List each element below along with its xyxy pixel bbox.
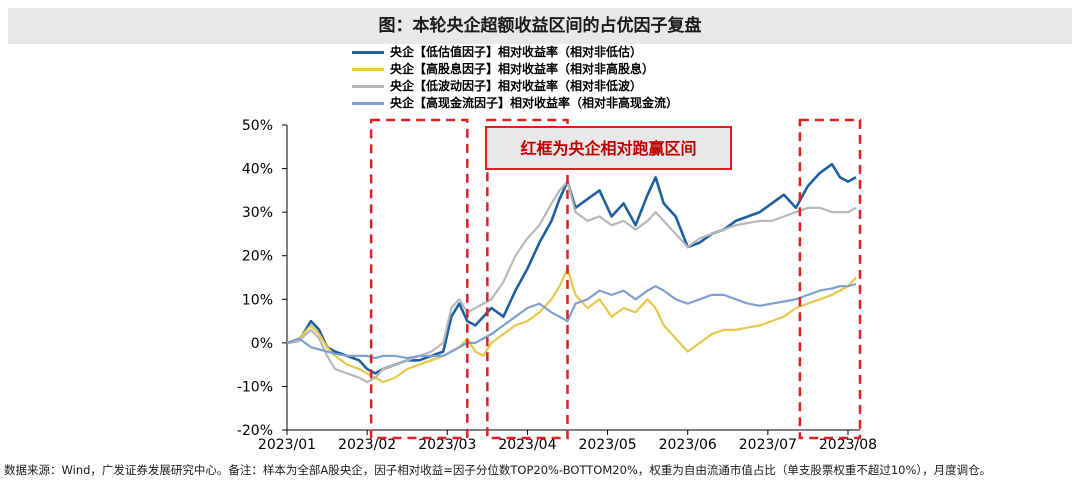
legend-item-1: 央企【低估值因子】相对收益率（相对非低估）: [352, 44, 822, 61]
x-tick-label: 2023/08: [819, 437, 877, 453]
legend-swatch: [352, 85, 384, 88]
x-tick-label: 2023/03: [418, 437, 476, 453]
highlight-box-1: [369, 118, 469, 440]
x-tick-label: 2023/01: [258, 437, 316, 453]
legend-swatch: [352, 68, 384, 71]
legend-label: 央企【高股息因子】相对收益率（相对非高股息）: [390, 62, 655, 76]
x-tick-label: 2023/04: [498, 437, 556, 453]
y-tick-label: -10%: [237, 379, 273, 395]
legend-label: 央企【低波动因子】相对收益率（相对非低波）: [390, 79, 643, 93]
series-line-1: [286, 162, 857, 375]
y-tick-label: 40%: [242, 162, 273, 178]
legend-item-2: 央企【高股息因子】相对收益率（相对非高股息）: [352, 61, 822, 78]
legend-swatch: [352, 51, 384, 54]
legend-item-4: 央企【高现金流因子】相对收益率（相对非高现金流）: [352, 95, 822, 112]
footnote: 数据来源：Wind，广发证券发展研究中心。备注：样本为全部A股央企，因子相对收益…: [4, 463, 992, 477]
legend-label: 央企【高现金流因子】相对收益率（相对非高现金流）: [390, 96, 679, 110]
legend-item-3: 央企【低波动因子】相对收益率（相对非低波）: [352, 78, 822, 95]
highlight-box-3: [798, 118, 862, 440]
y-tick-label: -20%: [237, 423, 273, 439]
y-tick-label: 10%: [242, 292, 273, 308]
highlight-box-2: [486, 118, 569, 440]
y-tick-label: 50%: [242, 118, 273, 134]
chart-title: 图：本轮央企超额收益区间的占优因子复盘: [378, 16, 702, 36]
series-line-4: [286, 282, 857, 360]
y-tick-label: 0%: [251, 336, 273, 352]
legend-label: 央企【低估值因子】相对收益率（相对非低估）: [390, 45, 643, 59]
annotation-box: [485, 126, 732, 170]
x-tick-label: 2023/07: [739, 437, 797, 453]
x-tick-label: 2023/05: [578, 437, 636, 453]
annotation-text: 红框为央企相对跑赢区间: [520, 139, 696, 158]
x-tick-label: 2023/02: [338, 437, 396, 453]
chart-legend: 央企【低估值因子】相对收益率（相对非低估） 央企【高股息因子】相对收益率（相对非高…: [352, 44, 822, 112]
title-bar: 图：本轮央企超额收益区间的占优因子复盘: [8, 8, 1072, 44]
y-tick-label: 20%: [242, 249, 273, 265]
y-tick-label: 30%: [242, 205, 273, 221]
series-line-3: [286, 180, 857, 384]
x-tick-label: 2023/06: [659, 437, 717, 453]
legend-swatch: [352, 102, 384, 105]
